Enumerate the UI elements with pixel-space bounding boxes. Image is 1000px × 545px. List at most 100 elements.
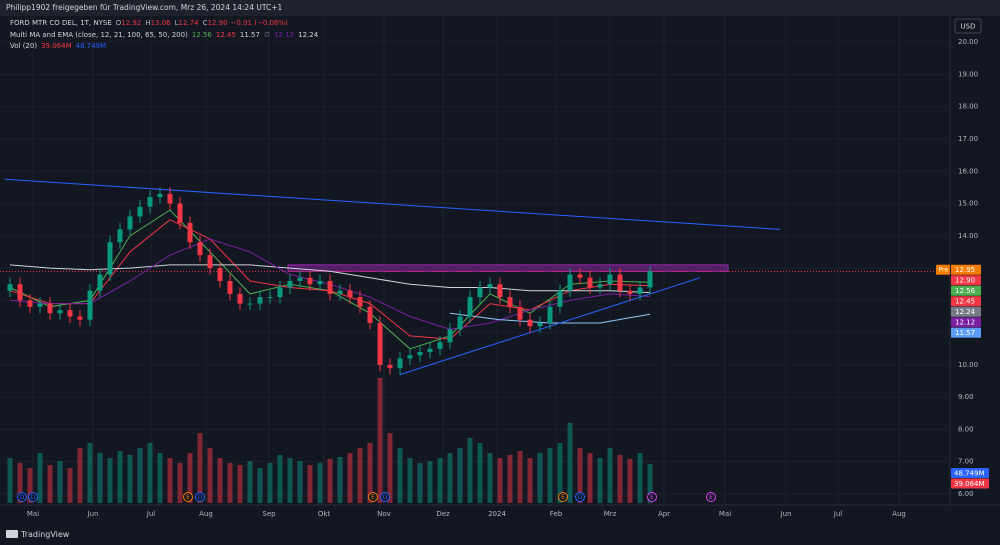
- candle-body: [377, 322, 383, 365]
- candle-body: [417, 352, 423, 356]
- currency[interactable]: USD: [961, 23, 976, 31]
- candle-body: [57, 310, 63, 314]
- candle-body: [177, 203, 183, 223]
- volume-bar: [527, 458, 533, 503]
- candle-body: [167, 193, 173, 204]
- y-tick-label: 16.00: [958, 167, 978, 175]
- event-label: E: [186, 494, 190, 501]
- volume-bar: [477, 443, 483, 503]
- x-tick-label: Feb: [550, 510, 563, 518]
- volume-name: Vol (20): [10, 42, 37, 50]
- pre-tag: [936, 264, 950, 275]
- legend-change: −0.01 (−0.08%): [231, 19, 289, 27]
- volume-bar: [17, 463, 23, 503]
- legend-key: O: [116, 19, 122, 27]
- volume-value: 39.064M: [41, 42, 72, 50]
- event-label: D: [20, 494, 25, 501]
- volume-bar: [377, 378, 383, 503]
- event-marker: [17, 492, 27, 502]
- candle-body: [637, 287, 643, 294]
- candle-body: [587, 277, 593, 288]
- event-marker: [368, 492, 378, 502]
- candle-body: [367, 306, 373, 323]
- grid: [0, 16, 950, 505]
- volume-bar: [327, 459, 333, 503]
- volume-tag: [951, 478, 989, 489]
- candle-body: [27, 300, 33, 307]
- candle-body: [127, 216, 133, 230]
- volume-bar: [217, 458, 223, 503]
- candle-body: [467, 297, 473, 317]
- event-marker: [195, 492, 205, 502]
- candle-body: [617, 274, 623, 291]
- volume-bar: [317, 463, 323, 503]
- volume-bar: [137, 448, 143, 503]
- indicator-value: 12.24: [298, 31, 319, 39]
- volume-bar: [447, 453, 453, 503]
- volume-bar: [47, 465, 53, 503]
- volume-bar: [577, 448, 583, 503]
- y-tick-label: 6.00: [958, 490, 974, 498]
- volume-bar: [507, 455, 513, 503]
- x-tick-label: 2024: [488, 510, 506, 518]
- candle-body: [567, 274, 573, 291]
- volume-bar: [587, 453, 593, 503]
- event-marker: [183, 492, 193, 502]
- event-label: D: [31, 494, 36, 501]
- x-tick-label: Okt: [318, 510, 331, 518]
- event-label: E: [650, 494, 654, 501]
- legend-value: 12.92: [121, 19, 141, 27]
- volume-bar: [337, 457, 343, 503]
- volume-tag: [951, 468, 989, 478]
- legend-value: 13.06: [151, 19, 172, 27]
- price-tag-label: 12.56: [955, 287, 976, 295]
- candle-body: [97, 274, 103, 291]
- price-tag-label: 12.45: [955, 298, 975, 306]
- candle-body: [457, 316, 463, 330]
- price-tag-label: 12.12: [955, 319, 975, 327]
- candle-body: [597, 284, 603, 288]
- candle-body: [557, 290, 563, 307]
- candle-body: [627, 290, 633, 294]
- event-label: D: [578, 494, 583, 501]
- logo-icon: [6, 530, 18, 538]
- volume-bar: [407, 458, 413, 503]
- candle-body: [17, 284, 23, 301]
- legend-row: Multi MA and EMA (close, 12, 21, 100, 65…: [10, 31, 319, 39]
- indicator-value: ∅: [264, 31, 270, 39]
- candle-body: [397, 358, 403, 369]
- price-tag: [951, 327, 981, 338]
- header-bar: [0, 0, 1000, 16]
- volume-bar: [57, 461, 63, 503]
- event-marker: [647, 492, 657, 502]
- volume-bar: [307, 465, 313, 503]
- price-tag-label: 12.95: [955, 266, 975, 274]
- volume-bar: [367, 443, 373, 503]
- volume-bar: [427, 461, 433, 503]
- volume-bar: [87, 443, 93, 503]
- volume-bar: [117, 451, 123, 503]
- y-tick-label: 7.00: [958, 458, 974, 466]
- price-tag: [951, 306, 981, 317]
- volume-bar: [617, 455, 623, 503]
- candle-body: [267, 297, 273, 299]
- volume-bar: [457, 448, 463, 503]
- volume-bar: [497, 458, 503, 503]
- x-tick-label: Mai: [719, 510, 731, 518]
- legend-key: L: [175, 19, 179, 27]
- candle-body: [347, 290, 353, 298]
- candle-body: [507, 297, 513, 307]
- candle-body: [477, 287, 483, 298]
- currency-button[interactable]: [954, 18, 982, 34]
- legend-key: H: [145, 19, 150, 27]
- volume-bar: [437, 458, 443, 503]
- volume-bar: [417, 463, 423, 503]
- x-tick-label: Mrz: [604, 510, 617, 518]
- volume-bar: [197, 433, 203, 503]
- volume-bar: [227, 463, 233, 503]
- volume-bar: [607, 448, 613, 503]
- candle-body: [427, 348, 433, 353]
- candle-body: [297, 277, 303, 281]
- logo-text: TradingView: [20, 530, 70, 539]
